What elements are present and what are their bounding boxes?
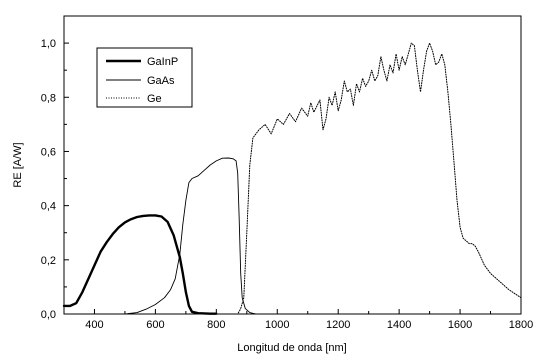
y-tick-label: 0,6: [41, 146, 56, 158]
x-tick-label: 1200: [326, 319, 350, 331]
x-axis-title: Longitud de onda [nm]: [237, 342, 346, 354]
y-tick-label: 0,8: [41, 92, 56, 104]
series-line-gainp: [62, 214, 218, 315]
x-tick-label: 400: [85, 319, 103, 331]
x-tick-label: 1800: [509, 319, 533, 331]
y-tick-label: 1,0: [41, 38, 56, 50]
x-tick-label: 800: [207, 319, 225, 331]
x-tick-label: 1400: [387, 319, 411, 331]
x-tick-label: 600: [146, 319, 164, 331]
y-tick-label: 0,4: [41, 201, 56, 213]
legend-box: [96, 47, 193, 108]
y-axis-title: RE [A/W]: [12, 142, 24, 187]
legend: GaInP GaAs Ge: [96, 47, 193, 108]
tick-layer: 400 600 800 1000 1200 1400 1600 1800 0,0 0,2 0,4 0,…: [41, 15, 533, 331]
legend-label-gainp: GaInP: [147, 56, 178, 68]
legend-label-gaas: GaAs: [147, 75, 175, 87]
series-line-ge: [231, 42, 522, 315]
legend-label-ge: Ge: [147, 93, 162, 105]
x-tick-label: 1600: [448, 319, 472, 331]
plot-frame: [63, 15, 522, 315]
series-line-gaas: [124, 157, 257, 315]
y-tick-label: 0,0: [41, 309, 56, 321]
x-tick-label: 1000: [265, 319, 289, 331]
series-layer: [62, 42, 522, 315]
y-tick-label: 0,2: [41, 255, 56, 267]
